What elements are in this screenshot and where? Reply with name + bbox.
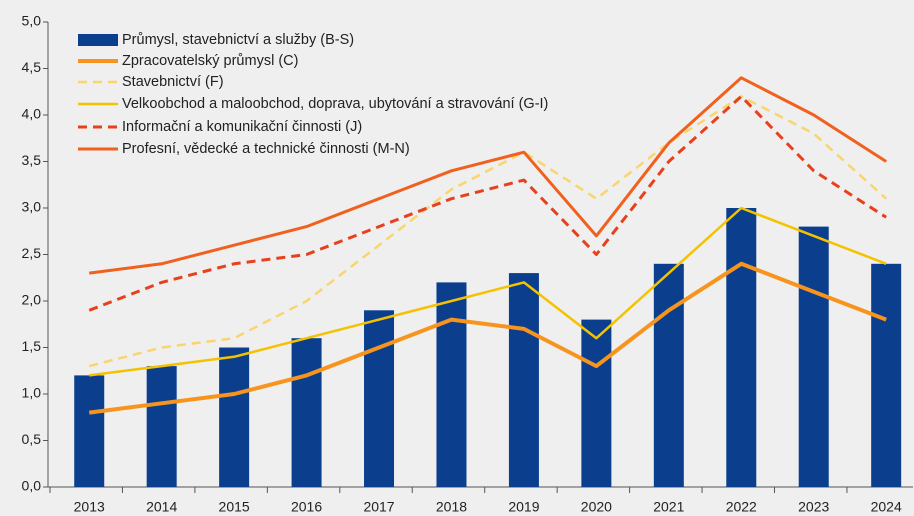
legend-swatch: [78, 34, 118, 46]
x-tick-label: 2023: [798, 499, 829, 515]
bar: [291, 338, 322, 487]
bar: [653, 263, 684, 487]
y-tick-label: 0,5: [22, 431, 42, 447]
x-tick-label: 2021: [653, 499, 684, 515]
bar: [871, 263, 902, 487]
line: [88, 261, 887, 415]
x-tick-label: 2020: [581, 499, 612, 515]
bar: [74, 375, 105, 487]
legend-label: Informační a komunikační činnosti (J): [122, 119, 362, 135]
legend-label: Velkoobchod a maloobchod, doprava, ubyto…: [122, 96, 548, 112]
bar: [364, 310, 395, 487]
x-tick-label: 2016: [291, 499, 322, 515]
line: [88, 95, 888, 368]
legend-label: Průmysl, stavebnictví a služby (B-S): [122, 32, 354, 48]
x-tick-label: 2013: [74, 499, 105, 515]
x-tick-label: 2022: [726, 499, 757, 515]
x-tick-label: 2024: [871, 499, 902, 515]
y-tick-label: 3,0: [22, 199, 42, 215]
bar: [219, 347, 250, 487]
y-tick-label: 2,5: [22, 245, 42, 261]
x-tick-label: 2015: [219, 499, 250, 515]
y-tick-label: 4,0: [22, 106, 42, 122]
y-tick-label: 4,5: [22, 59, 42, 75]
legend-label: Stavebnictví (F): [122, 74, 224, 90]
y-tick-label: 1,0: [22, 385, 42, 401]
bar: [436, 282, 467, 487]
x-tick-label: 2019: [508, 499, 539, 515]
line: [89, 76, 887, 275]
bar: [146, 366, 177, 487]
y-tick-label: 3,5: [22, 152, 42, 168]
x-tick-label: 2014: [146, 499, 177, 515]
bar: [726, 208, 757, 487]
x-tick-label: 2018: [436, 499, 467, 515]
line: [89, 206, 887, 377]
y-tick-label: 5,0: [22, 13, 42, 29]
line: [88, 94, 887, 312]
bar: [508, 273, 539, 487]
y-tick-label: 0,0: [22, 478, 42, 494]
y-tick-label: 1,5: [22, 338, 42, 354]
x-tick-label: 2017: [363, 499, 394, 515]
legend-label: Zpracovatelský průmysl (C): [122, 53, 298, 69]
bar: [798, 226, 829, 487]
bar: [581, 319, 612, 487]
y-tick-label: 2,0: [22, 292, 42, 308]
legend-label: Profesní, vědecké a technické činnosti (…: [122, 141, 410, 157]
